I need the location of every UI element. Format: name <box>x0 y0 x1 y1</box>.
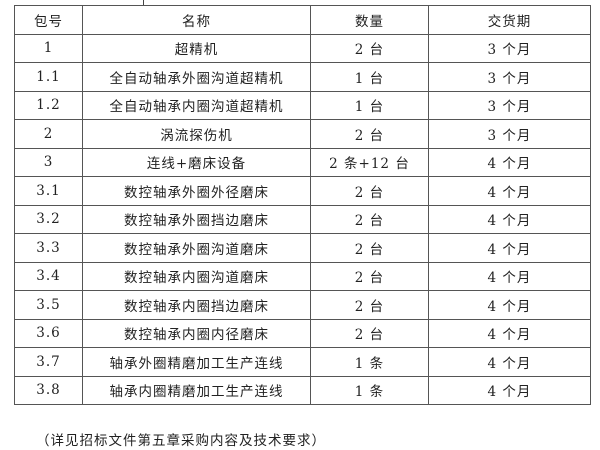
cell-name: 连线+磨床设备 <box>82 147 311 177</box>
cell-quantity: 1 台 <box>310 62 429 92</box>
cell-quantity: 2 台 <box>310 233 429 263</box>
cell-quantity: 2 台 <box>310 318 429 348</box>
cell-package-no: 3.4 <box>14 261 83 291</box>
cell-delivery: 3 个月 <box>428 33 591 63</box>
cell-quantity: 1 台 <box>310 90 429 120</box>
cell-quantity: 2 条+12 台 <box>310 147 429 177</box>
cell-package-no: 1.2 <box>14 90 83 120</box>
cell-delivery: 3 个月 <box>428 119 591 149</box>
cell-name: 数控轴承内圈沟道磨床 <box>82 261 311 291</box>
cell-delivery: 4 个月 <box>428 233 591 263</box>
cell-name: 数控轴承内圈挡边磨床 <box>82 290 311 320</box>
cell-package-no: 3.3 <box>14 233 83 263</box>
cell-package-no: 3 <box>14 147 83 177</box>
header-delivery: 交货期 <box>428 5 591 35</box>
cell-delivery: 4 个月 <box>428 375 591 405</box>
cell-delivery: 4 个月 <box>428 290 591 320</box>
cell-quantity: 2 台 <box>310 119 429 149</box>
cell-quantity: 2 台 <box>310 261 429 291</box>
table-header-row: 包号 名称 数量 交货期 <box>14 5 591 35</box>
cell-name: 全自动轴承内圈沟道超精机 <box>82 90 311 120</box>
cell-package-no: 3.5 <box>14 290 83 320</box>
page-edge-line <box>143 0 144 6</box>
cell-name: 轴承外圈精磨加工生产连线 <box>82 347 311 377</box>
cell-package-no: 1.1 <box>14 62 83 92</box>
cell-name: 数控轴承外圈沟道磨床 <box>82 233 311 263</box>
cell-name: 数控轴承外圈外径磨床 <box>82 176 311 206</box>
cell-quantity: 2 台 <box>310 33 429 63</box>
cell-delivery: 3 个月 <box>428 62 591 92</box>
cell-delivery: 3 个月 <box>428 90 591 120</box>
cell-delivery: 4 个月 <box>428 176 591 206</box>
cell-name: 数控轴承外圈挡边磨床 <box>82 204 311 234</box>
cell-package-no: 3.6 <box>14 318 83 348</box>
cell-name: 涡流探伤机 <box>82 119 311 149</box>
cell-package-no: 3.2 <box>14 204 83 234</box>
cell-delivery: 4 个月 <box>428 318 591 348</box>
cell-package-no: 1 <box>14 33 83 63</box>
cell-delivery: 4 个月 <box>428 204 591 234</box>
cell-name: 超精机 <box>82 33 311 63</box>
cell-package-no: 3.1 <box>14 176 83 206</box>
cell-quantity: 1 条 <box>310 347 429 377</box>
cell-package-no: 3.7 <box>14 347 83 377</box>
header-package-no: 包号 <box>14 5 83 35</box>
cell-quantity: 2 台 <box>310 204 429 234</box>
header-name: 名称 <box>82 5 311 35</box>
cell-quantity: 2 台 <box>310 176 429 206</box>
cell-quantity: 2 台 <box>310 290 429 320</box>
footnote: （详见招标文件第五章采购内容及技术要求） <box>36 433 326 449</box>
header-quantity: 数量 <box>310 5 429 35</box>
cell-package-no: 3.8 <box>14 375 83 405</box>
cell-delivery: 4 个月 <box>428 261 591 291</box>
cell-quantity: 1 条 <box>310 375 429 405</box>
cell-package-no: 2 <box>14 119 83 149</box>
cell-name: 轴承内圈精磨加工生产连线 <box>82 375 311 405</box>
cell-delivery: 4 个月 <box>428 347 591 377</box>
cell-name: 数控轴承内圈内径磨床 <box>82 318 311 348</box>
cell-name: 全自动轴承外圈沟道超精机 <box>82 62 311 92</box>
cell-delivery: 4 个月 <box>428 147 591 177</box>
